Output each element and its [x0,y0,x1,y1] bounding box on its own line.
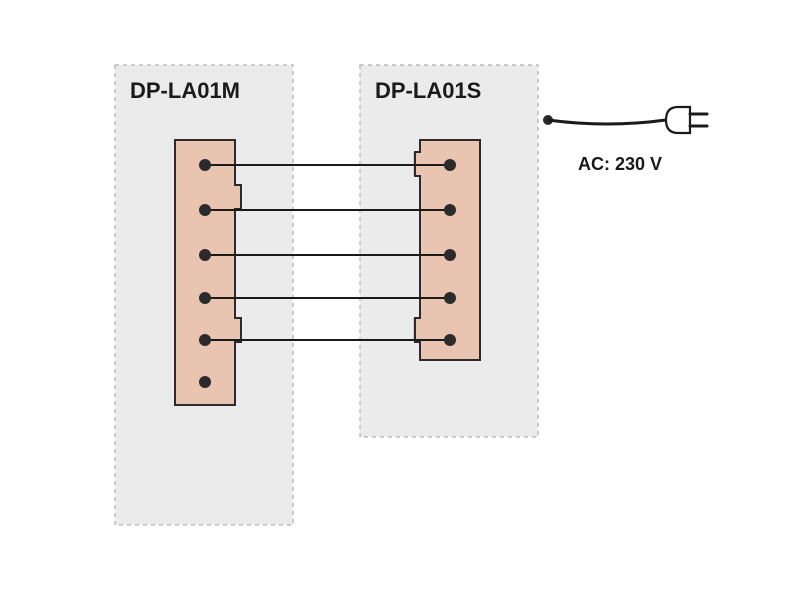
power-label: AC: 230 V [578,154,662,174]
pin-left-0 [199,159,211,171]
pin-right-2 [444,249,456,261]
module-label-left: DP-LA01M [130,78,240,103]
pin-right-3 [444,292,456,304]
pin-left-2 [199,249,211,261]
pin-right-4 [444,334,456,346]
pin-right-0 [444,159,456,171]
pin-left-5 [199,376,211,388]
module-label-right: DP-LA01S [375,78,481,103]
pin-right-1 [444,204,456,216]
wiring-diagram: DP-LA01M DP-LA01S AC: 230 V [0,0,800,600]
pin-left-3 [199,292,211,304]
pin-left-4 [199,334,211,346]
pin-left-1 [199,204,211,216]
connector-left [175,140,235,405]
